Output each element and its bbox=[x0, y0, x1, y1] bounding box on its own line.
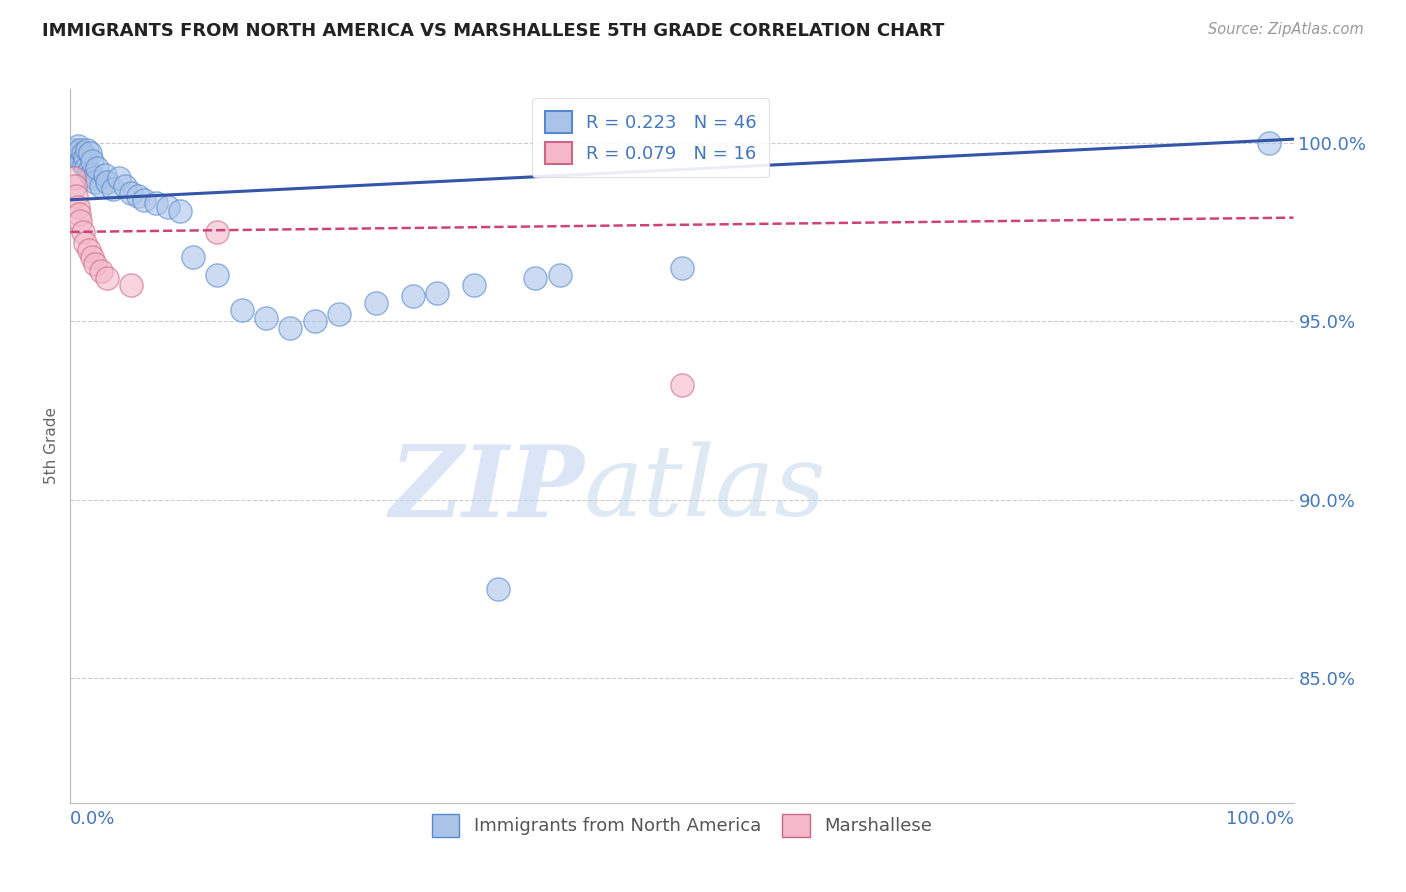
Point bbox=[121, 278, 143, 293]
Legend: Immigrants from North America, Marshallese: Immigrants from North America, Marshalle… bbox=[425, 807, 939, 844]
Point bbox=[328, 307, 350, 321]
Point bbox=[127, 189, 149, 203]
Point bbox=[90, 264, 112, 278]
Point bbox=[72, 225, 94, 239]
Point bbox=[101, 182, 124, 196]
Point bbox=[463, 278, 485, 293]
Point bbox=[548, 268, 571, 282]
Point bbox=[86, 161, 108, 175]
Point bbox=[83, 175, 105, 189]
Point bbox=[79, 146, 101, 161]
Point bbox=[66, 139, 89, 153]
Point bbox=[73, 150, 96, 164]
Point bbox=[1258, 136, 1281, 150]
Text: atlas: atlas bbox=[583, 442, 827, 536]
Point bbox=[205, 268, 228, 282]
Point bbox=[157, 200, 180, 214]
Point bbox=[121, 186, 143, 200]
Text: Source: ZipAtlas.com: Source: ZipAtlas.com bbox=[1208, 22, 1364, 37]
Point bbox=[231, 303, 253, 318]
Point bbox=[671, 378, 693, 392]
Point bbox=[254, 310, 277, 325]
Point bbox=[63, 143, 86, 157]
Point bbox=[82, 250, 104, 264]
Point bbox=[90, 178, 112, 193]
Point bbox=[108, 171, 131, 186]
Y-axis label: 5th Grade: 5th Grade bbox=[44, 408, 59, 484]
Point bbox=[69, 143, 91, 157]
Point bbox=[280, 321, 302, 335]
Point bbox=[488, 582, 510, 596]
Point bbox=[77, 164, 100, 178]
Point bbox=[69, 214, 91, 228]
Point bbox=[73, 235, 96, 250]
Point bbox=[304, 314, 326, 328]
Text: IMMIGRANTS FROM NORTH AMERICA VS MARSHALLESE 5TH GRADE CORRELATION CHART: IMMIGRANTS FROM NORTH AMERICA VS MARSHAL… bbox=[42, 22, 945, 40]
Point bbox=[73, 157, 96, 171]
Text: 100.0%: 100.0% bbox=[1226, 810, 1294, 828]
Point bbox=[83, 257, 105, 271]
Point bbox=[63, 178, 86, 193]
Point bbox=[169, 203, 191, 218]
Point bbox=[82, 153, 104, 168]
Point bbox=[524, 271, 547, 285]
Point bbox=[132, 193, 155, 207]
Point bbox=[93, 168, 115, 182]
Point bbox=[77, 243, 100, 257]
Point bbox=[65, 189, 87, 203]
Point bbox=[145, 196, 167, 211]
Point bbox=[70, 153, 93, 168]
Point bbox=[80, 168, 103, 182]
Point bbox=[671, 260, 693, 275]
Point bbox=[96, 271, 118, 285]
Point bbox=[366, 296, 388, 310]
Point bbox=[426, 285, 449, 300]
Point bbox=[75, 161, 97, 175]
Text: 0.0%: 0.0% bbox=[70, 810, 115, 828]
Point bbox=[72, 146, 94, 161]
Point bbox=[96, 175, 118, 189]
Point bbox=[114, 178, 136, 193]
Point bbox=[181, 250, 204, 264]
Point bbox=[76, 143, 98, 157]
Text: ZIP: ZIP bbox=[389, 441, 583, 537]
Point bbox=[63, 171, 86, 186]
Point bbox=[67, 150, 90, 164]
Point bbox=[83, 171, 105, 186]
Point bbox=[67, 207, 90, 221]
Point bbox=[205, 225, 228, 239]
Point bbox=[66, 200, 89, 214]
Point bbox=[65, 146, 87, 161]
Point bbox=[402, 289, 425, 303]
